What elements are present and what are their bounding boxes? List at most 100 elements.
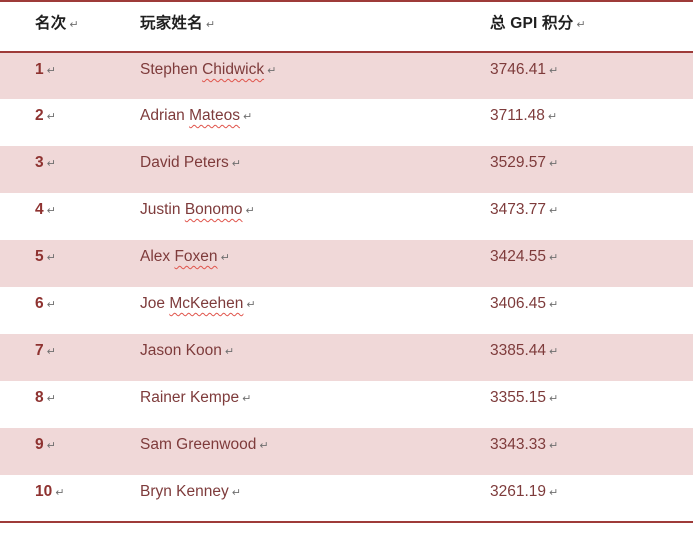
paragraph-mark: ↵	[205, 19, 216, 31]
column-header-player-label: 玩家姓名	[140, 15, 203, 32]
score-cell[interactable]: 3355.15 ↵	[485, 381, 693, 428]
rank-cell[interactable]: 10 ↵	[0, 475, 135, 522]
table-row: 6 ↵ Joe McKeehen ↵ 3406.45 ↵	[0, 287, 693, 334]
rank-cell[interactable]: 2 ↵	[0, 99, 135, 146]
score-value: 3529.57	[490, 154, 547, 171]
paragraph-mark: ↵	[549, 346, 559, 358]
player-name-cell[interactable]: Rainer Kempe ↵	[135, 381, 485, 428]
paragraph-mark: ↵	[46, 65, 56, 77]
paragraph-mark: ↵	[69, 19, 79, 31]
paragraph-mark: ↵	[224, 346, 235, 358]
paragraph-mark: ↵	[259, 440, 269, 452]
player-name-misspelled: McKeehen	[169, 295, 244, 312]
paragraph-mark: ↵	[46, 111, 56, 123]
paragraph-mark: ↵	[549, 487, 559, 499]
player-name-misspelled: Bonomo	[184, 201, 243, 218]
player-name-text: Adrian	[140, 107, 190, 124]
score-value: 3711.48	[490, 107, 545, 124]
paragraph-mark: ↵	[46, 346, 56, 358]
paragraph-mark: ↵	[46, 440, 56, 452]
paragraph-mark: ↵	[46, 158, 56, 170]
rank-value: 9	[35, 436, 44, 453]
paragraph-mark: ↵	[46, 252, 56, 264]
rank-cell[interactable]: 1 ↵	[0, 52, 135, 99]
rank-cell[interactable]: 5 ↵	[0, 240, 135, 287]
paragraph-mark: ↵	[46, 299, 56, 311]
table-row: 9 ↵ Sam Greenwood ↵ 3343.33 ↵	[0, 428, 693, 475]
column-header-rank[interactable]: 名次 ↵	[0, 1, 135, 53]
paragraph-mark: ↵	[246, 299, 256, 311]
rank-cell[interactable]: 8 ↵	[0, 381, 135, 428]
rank-value: 2	[35, 107, 44, 124]
paragraph-mark: ↵	[220, 252, 230, 264]
paragraph-mark: ↵	[549, 440, 559, 452]
score-value: 3355.15	[490, 389, 547, 406]
table-row: 2 ↵ Adrian Mateos ↵ 3711.48 ↵	[0, 99, 693, 146]
column-header-rank-label: 名次	[35, 15, 67, 32]
table-row: 3 ↵ David Peters ↵ 3529.57 ↵	[0, 146, 693, 193]
rank-cell[interactable]: 6 ↵	[0, 287, 135, 334]
player-name-cell[interactable]: David Peters ↵	[135, 146, 485, 193]
player-name-misspelled: Chidwick	[202, 61, 265, 78]
score-cell[interactable]: 3746.41 ↵	[485, 52, 693, 99]
score-cell[interactable]: 3529.57 ↵	[485, 146, 693, 193]
table-row: 4 ↵ Justin Bonomo ↵ 3473.77 ↵	[0, 193, 693, 240]
rank-value: 10	[35, 483, 53, 500]
paragraph-mark: ↵	[549, 252, 559, 264]
player-name-cell[interactable]: Sam Greenwood ↵	[135, 428, 485, 475]
table-body: 1 ↵ Stephen Chidwick ↵ 3746.41 ↵ 2 ↵ Adrian …	[0, 52, 693, 522]
player-name-cell[interactable]: Adrian Mateos ↵	[135, 99, 485, 146]
paragraph-mark: ↵	[549, 65, 559, 77]
player-name-text: Joe	[140, 295, 170, 312]
paragraph-mark: ↵	[245, 205, 255, 217]
rank-value: 7	[35, 342, 44, 359]
player-name-text: Justin	[140, 201, 185, 218]
score-cell[interactable]: 3385.44 ↵	[485, 334, 693, 381]
paragraph-mark: ↵	[267, 65, 277, 77]
score-cell[interactable]: 3261.19 ↵	[485, 475, 693, 522]
paragraph-mark: ↵	[549, 158, 559, 170]
rank-value: 3	[35, 154, 44, 171]
player-name-text: Jason Koon	[140, 342, 222, 359]
player-name-cell[interactable]: Jason Koon ↵	[135, 334, 485, 381]
player-name-misspelled: Mateos	[189, 107, 240, 124]
player-name-text: David Peters	[140, 154, 229, 171]
rank-cell[interactable]: 4 ↵	[0, 193, 135, 240]
rank-value: 6	[35, 295, 44, 312]
player-name-cell[interactable]: Stephen Chidwick ↵	[135, 52, 485, 99]
rank-cell[interactable]: 7 ↵	[0, 334, 135, 381]
score-cell[interactable]: 3711.48 ↵	[485, 99, 693, 146]
score-cell[interactable]: 3343.33 ↵	[485, 428, 693, 475]
player-name-misspelled: Foxen	[174, 248, 218, 265]
column-header-player[interactable]: 玩家姓名 ↵	[135, 1, 485, 53]
paragraph-mark: ↵	[55, 487, 65, 499]
table-row: 5 ↵ Alex Foxen ↵ 3424.55 ↵	[0, 240, 693, 287]
score-value: 3746.41	[490, 61, 547, 78]
score-cell[interactable]: 3406.45 ↵	[485, 287, 693, 334]
player-name-text: Alex	[140, 248, 175, 265]
table-row: 8 ↵ Rainer Kempe ↵ 3355.15 ↵	[0, 381, 693, 428]
player-name-cell[interactable]: Joe McKeehen ↵	[135, 287, 485, 334]
player-name-cell[interactable]: Bryn Kenney ↵	[135, 475, 485, 522]
column-header-score[interactable]: 总 GPI 积分 ↵	[485, 1, 693, 53]
table-row: 10 ↵ Bryn Kenney ↵ 3261.19 ↵	[0, 475, 693, 522]
player-name-cell[interactable]: Justin Bonomo ↵	[135, 193, 485, 240]
paragraph-mark: ↵	[549, 299, 559, 311]
paragraph-mark: ↵	[242, 393, 252, 405]
paragraph-mark: ↵	[549, 393, 559, 405]
rank-value: 4	[35, 201, 44, 218]
paragraph-mark: ↵	[46, 205, 56, 217]
player-name-text: Sam Greenwood	[140, 436, 257, 453]
score-value: 3424.55	[490, 248, 547, 265]
score-cell[interactable]: 3424.55 ↵	[485, 240, 693, 287]
rank-cell[interactable]: 3 ↵	[0, 146, 135, 193]
score-value: 3473.77	[490, 201, 547, 218]
player-name-cell[interactable]: Alex Foxen ↵	[135, 240, 485, 287]
column-header-score-label: 总 GPI 积分	[490, 15, 574, 32]
paragraph-mark: ↵	[549, 205, 559, 217]
rank-cell[interactable]: 9 ↵	[0, 428, 135, 475]
table-row: 7 ↵ Jason Koon ↵ 3385.44 ↵	[0, 334, 693, 381]
header-row: 名次 ↵ 玩家姓名 ↵ 总 GPI 积分 ↵	[0, 1, 693, 53]
paragraph-mark: ↵	[46, 393, 56, 405]
score-cell[interactable]: 3473.77 ↵	[485, 193, 693, 240]
